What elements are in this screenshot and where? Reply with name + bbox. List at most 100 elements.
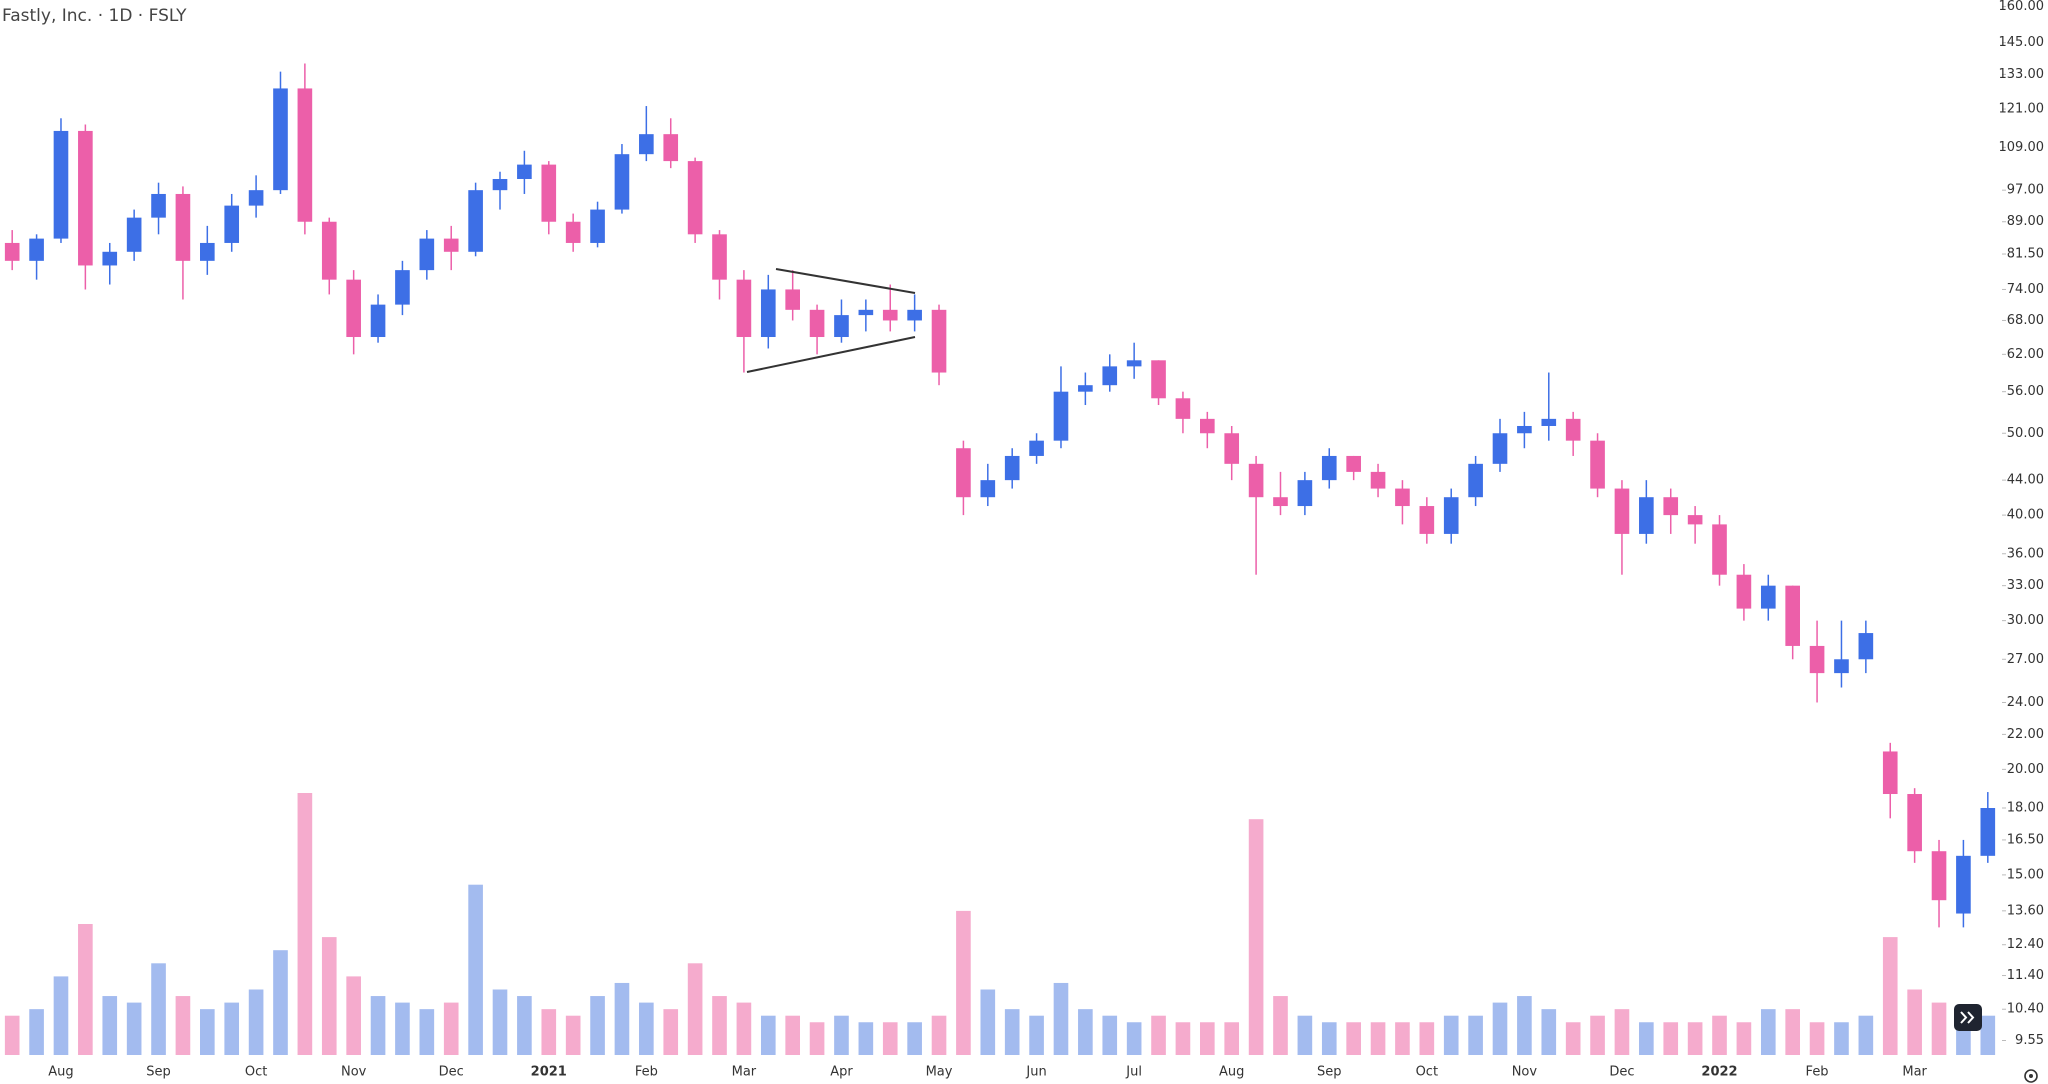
y-tick-label: 27.00: [2007, 652, 2044, 667]
volume-bar: [78, 924, 93, 1055]
candle-body: [346, 279, 361, 338]
volume-bar: [1980, 1015, 1996, 1055]
y-tick-label: 11.40: [2007, 968, 2044, 983]
volume-bar: [1541, 1009, 1557, 1055]
volume-bar: [858, 1022, 874, 1055]
candle-body: [53, 130, 69, 239]
candle-body: [1395, 488, 1410, 507]
x-tick-label: Nov: [1512, 1065, 1538, 1080]
candle-body: [1541, 418, 1557, 426]
volume-bar: [1590, 1015, 1605, 1055]
volume-bar: [1834, 1022, 1849, 1055]
volume-bar: [980, 989, 996, 1055]
candle-body: [1297, 480, 1313, 507]
volume-bar: [53, 976, 69, 1055]
volume-bar: [639, 1002, 654, 1055]
x-tick-label: Nov: [341, 1065, 367, 1080]
candle-body: [273, 88, 288, 191]
candle-body: [1834, 659, 1849, 674]
y-tick-label: 10.40: [2007, 1002, 2044, 1017]
candle-body: [443, 238, 459, 252]
y-tick-label: 81.50: [2007, 247, 2044, 262]
volume-bar: [1931, 1002, 1947, 1055]
candle-body: [1200, 418, 1215, 434]
candle-body: [1492, 433, 1508, 464]
button-bg[interactable]: [1954, 1004, 1982, 1031]
volume-bar: [1492, 1002, 1508, 1055]
volume-bar: [1663, 1022, 1679, 1055]
y-tick-label: 18.00: [2007, 801, 2044, 816]
volume-bar: [907, 1022, 922, 1055]
x-tick-label: Oct: [1416, 1065, 1438, 1080]
volume-bar: [200, 1009, 215, 1055]
candle-body: [1639, 497, 1654, 534]
candle-body: [248, 190, 264, 206]
candle-body: [1712, 524, 1727, 575]
candle-body: [834, 315, 849, 338]
x-tick-label: Mar: [732, 1065, 757, 1080]
candle-body: [1248, 463, 1264, 498]
x-tick-label: Mar: [1902, 1065, 1927, 1080]
y-tick-label: 109.00: [1999, 140, 2045, 155]
candle-body: [614, 154, 630, 210]
candle-body: [4, 242, 20, 261]
candle-body: [1931, 851, 1947, 901]
candle-body: [1687, 515, 1703, 525]
y-tick-label: 121.00: [1999, 102, 2045, 117]
y-tick-label: 145.00: [1999, 35, 2045, 50]
volume-bar: [736, 1002, 752, 1055]
x-tick-label: Sep: [1317, 1065, 1342, 1080]
volume-bar: [1443, 1015, 1459, 1055]
candle-body: [1419, 506, 1435, 534]
candle-body: [1321, 455, 1337, 481]
settings-button[interactable]: [2024, 1069, 2038, 1083]
candle-body: [1151, 360, 1166, 399]
volume-bar: [1102, 1015, 1118, 1055]
volume-bar: [1395, 1022, 1410, 1055]
volume-bar: [1126, 1022, 1142, 1055]
candle-body: [1907, 794, 1922, 852]
volume-bar: [834, 1015, 849, 1055]
volume-bar: [1687, 1022, 1703, 1055]
volume-bar: [687, 963, 703, 1055]
candle-body: [175, 193, 191, 261]
candle-body: [639, 134, 654, 155]
y-tick-label: 62.00: [2007, 347, 2044, 362]
chart-title: Fastly, Inc. · 1D · FSLY: [2, 6, 187, 26]
volume-bar: [1736, 1022, 1752, 1055]
candle-body: [1004, 455, 1020, 481]
candle-body: [78, 130, 93, 266]
candle-body: [1468, 463, 1483, 498]
volume-bar: [1419, 1022, 1435, 1055]
candle-body: [200, 242, 215, 261]
candle-body: [321, 221, 337, 280]
y-tick-label: 22.00: [2007, 727, 2044, 742]
volume-bar: [102, 996, 118, 1055]
settings-icon-dot[interactable]: [2029, 1074, 2033, 1078]
candle-body: [492, 178, 508, 191]
candle-body: [1956, 855, 1971, 914]
candle-body: [1565, 418, 1581, 441]
volume-bar: [1053, 982, 1069, 1055]
button-icon[interactable]: [1960, 1011, 1975, 1024]
y-tick-label: 12.40: [2007, 937, 2044, 952]
volume-bar: [443, 1002, 459, 1055]
candle-body: [785, 289, 800, 310]
y-tick-label: 56.00: [2007, 384, 2044, 399]
volume-bar: [1639, 1022, 1654, 1055]
candle-body: [370, 304, 386, 338]
candle-body: [907, 309, 922, 321]
x-tick-label: Jun: [1025, 1065, 1046, 1080]
x-tick-label: 2021: [531, 1065, 567, 1080]
y-tick-label: 36.00: [2007, 546, 2044, 561]
x-tick-label: Oct: [245, 1065, 267, 1080]
scroll-button[interactable]: [1954, 1004, 1982, 1031]
candle-body: [1346, 455, 1361, 472]
candle-body: [541, 164, 557, 222]
settings-icon[interactable]: [2024, 1069, 2038, 1083]
candle-body: [468, 190, 483, 252]
volume-bar: [346, 976, 361, 1055]
candle-body: [126, 217, 142, 252]
volume-bar: [1297, 1015, 1313, 1055]
y-tick-label: 13.60: [2007, 903, 2044, 918]
